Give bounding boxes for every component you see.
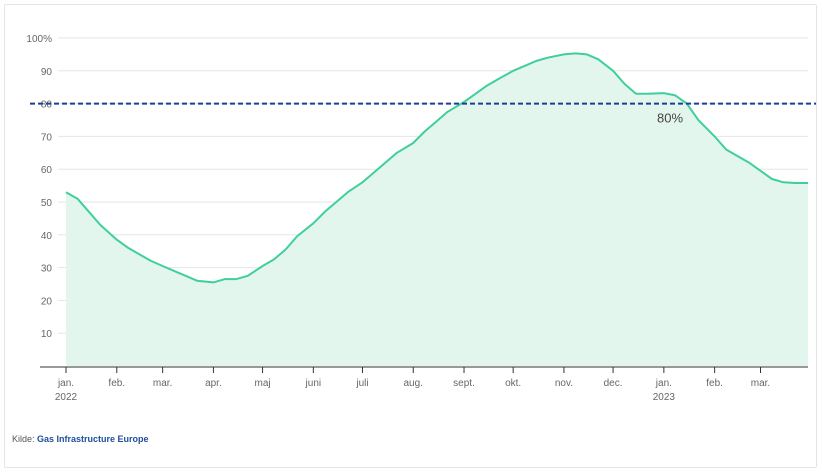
source-note: Kilde: Gas Infrastructure Europe xyxy=(12,434,149,444)
x-tick-label: sept. xyxy=(453,378,475,389)
x-tick-label: apr. xyxy=(205,378,222,389)
x-tick-label: mar. xyxy=(751,378,770,389)
x-tick-label: aug. xyxy=(404,378,423,389)
x-tick-label: juni xyxy=(305,378,322,389)
source-link[interactable]: Gas Infrastructure Europe xyxy=(37,434,149,444)
x-tick-label: jan. xyxy=(57,378,74,389)
x-tick-label: feb. xyxy=(706,378,723,389)
x-tick-label: juli xyxy=(355,378,368,389)
y-tick-label: 70 xyxy=(41,132,53,143)
x-tick-label: maj xyxy=(254,378,270,389)
x-tick-label: dec. xyxy=(604,378,623,389)
x-axis: jan. 2022 feb. mar. apr. maj juni juli aug. sept.… xyxy=(55,367,770,403)
y-tick-label: 50 xyxy=(41,198,53,209)
y-tick-label: 40 xyxy=(41,231,53,242)
x-tick-label: mar. xyxy=(153,378,172,389)
y-tick-label: 80 xyxy=(41,100,53,111)
y-tick-label: 100% xyxy=(26,34,52,45)
x-tick-label: okt. xyxy=(505,378,521,389)
x-tick-label: feb. xyxy=(108,378,125,389)
y-tick-label: 60 xyxy=(41,165,53,176)
x-tick-label: jan. xyxy=(655,378,672,389)
x-tick-year: 2022 xyxy=(55,392,78,403)
y-tick-label: 90 xyxy=(41,67,53,78)
source-prefix: Kilde: xyxy=(12,434,38,444)
y-tick-label: 10 xyxy=(41,329,53,340)
y-axis: 10 20 30 40 50 60 70 80 90 100% xyxy=(26,34,52,340)
y-tick-label: 30 xyxy=(41,264,53,275)
storage-area-fill xyxy=(66,53,808,367)
x-tick-year: 2023 xyxy=(653,392,676,403)
x-tick-label: nov. xyxy=(555,378,573,389)
y-tick-label: 20 xyxy=(41,296,53,307)
target-reference-label: 80% xyxy=(657,111,683,126)
